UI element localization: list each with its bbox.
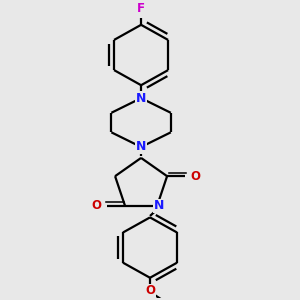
Text: O: O [190, 170, 200, 183]
Text: F: F [137, 2, 145, 15]
Text: N: N [136, 140, 146, 154]
Text: O: O [145, 284, 155, 297]
Text: O: O [92, 199, 102, 212]
Text: N: N [154, 199, 164, 212]
Text: N: N [136, 92, 146, 105]
